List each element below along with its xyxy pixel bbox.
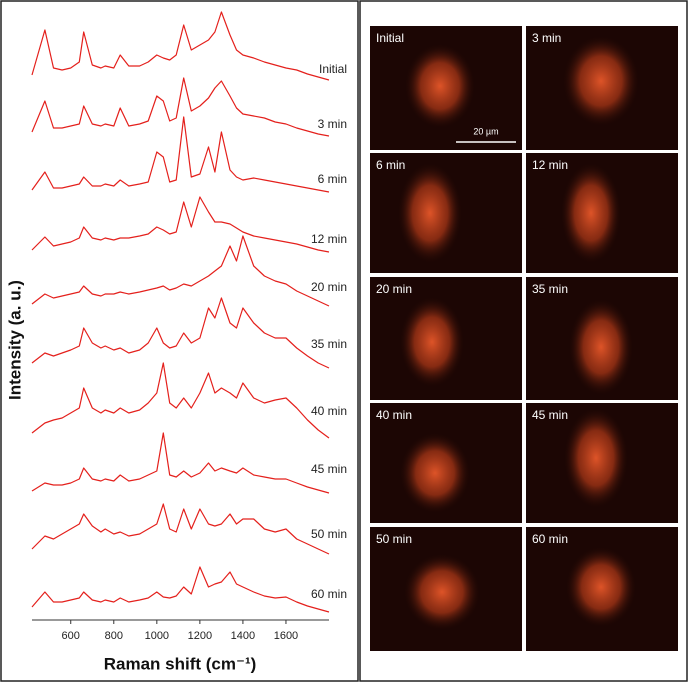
x-tick-label: 1200 [188,630,212,642]
series-label: 45 min [311,462,347,476]
cell [569,299,633,395]
images: Initial 3 min 6 min 12 min 20 min 35 min 40 mi… [370,26,678,651]
cell [398,163,462,263]
image-label: 50 min [376,532,412,546]
spectrum [31,503,330,555]
image-label: 20 min [376,282,412,296]
cell [400,433,470,513]
spectrum [31,297,330,369]
x-tick-label: 1000 [145,630,169,642]
series-label: 20 min [311,280,347,294]
cell [566,547,636,627]
image-label: 40 min [376,408,412,422]
cell [405,44,475,128]
x-tick-label: 1400 [231,630,255,642]
cell [561,163,621,263]
spectrum [31,11,330,81]
image-label: 6 min [376,158,405,172]
x-tick-label: 1600 [274,630,298,642]
cell [404,554,480,630]
scale-bar-label: 20 µm [473,126,498,136]
series-label: 50 min [311,527,347,541]
series-label: 35 min [311,337,347,351]
image-label: 3 min [532,31,561,45]
spectrum [31,77,330,137]
cell [563,36,639,126]
series-label: 40 min [311,404,347,418]
image-label: 60 min [532,532,568,546]
spectrum [31,566,330,613]
spectrum [31,116,330,193]
y-axis-label: Intensity (a. u.) [5,280,24,400]
series-label: 3 min [318,117,347,131]
series-label: Initial [319,62,347,76]
series-label: 6 min [318,172,347,186]
series-label: 60 min [311,587,347,601]
x-tick-label: 600 [62,630,80,642]
plot: 600 800 1000 1200 1400 1600 Initial 3 min 6 min 1… [31,11,347,642]
spectrum [31,362,330,439]
image-label: 12 min [532,158,568,172]
series-label: 12 min [311,232,347,246]
image-label: 35 min [532,282,568,296]
x-axis-label: Raman shift (cm⁻¹) [104,654,257,673]
spectrum [31,432,330,494]
cell [564,408,628,508]
spectrum [31,196,330,253]
image-label: 45 min [532,408,568,422]
spectrum [31,235,330,307]
cell [400,297,464,387]
x-tick-label: 800 [105,630,123,642]
image-label: Initial [376,31,404,45]
